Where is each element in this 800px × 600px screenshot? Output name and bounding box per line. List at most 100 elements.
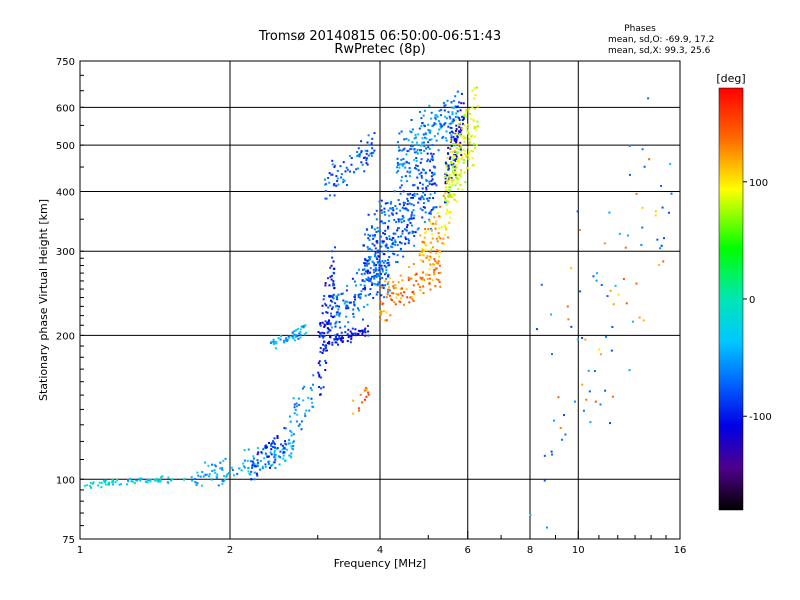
data-point: [299, 336, 302, 339]
data-point: [262, 448, 265, 451]
data-point: [340, 173, 343, 176]
data-point: [402, 190, 405, 193]
data-point: [292, 445, 295, 448]
data-point: [414, 167, 417, 170]
data-point: [367, 293, 370, 296]
data-point: [290, 445, 293, 448]
data-point: [250, 478, 253, 481]
data-point: [340, 331, 343, 334]
data-point: [600, 283, 603, 286]
colorbar-tick-label: 0: [749, 295, 755, 306]
data-point: [476, 125, 479, 128]
data-point: [358, 155, 361, 158]
data-point: [432, 208, 435, 211]
data-point: [373, 149, 376, 152]
data-point: [410, 224, 413, 227]
data-point: [428, 131, 431, 134]
data-point: [618, 232, 621, 235]
data-point: [448, 182, 451, 185]
data-point: [357, 409, 360, 412]
data-point: [422, 169, 425, 172]
data-point: [256, 447, 259, 450]
data-point: [399, 249, 402, 252]
data-point: [421, 183, 424, 186]
data-point: [452, 179, 455, 182]
data-point: [408, 266, 411, 269]
data-point: [412, 284, 415, 287]
data-point: [406, 223, 409, 226]
data-point: [372, 296, 375, 299]
data-point: [669, 162, 672, 165]
data-point: [433, 173, 436, 176]
data-point: [423, 145, 426, 148]
data-point: [460, 153, 463, 156]
data-point: [449, 151, 452, 154]
data-point: [269, 451, 272, 454]
data-point: [323, 325, 326, 328]
data-point: [434, 114, 437, 117]
data-point: [216, 473, 219, 476]
data-point: [345, 307, 348, 310]
data-point: [444, 104, 447, 107]
data-point: [365, 278, 368, 281]
data-point: [626, 234, 629, 237]
data-point: [407, 238, 410, 241]
data-point: [225, 474, 228, 477]
data-point: [399, 209, 402, 212]
data-point: [458, 174, 461, 177]
data-point: [204, 461, 207, 464]
data-point: [662, 237, 665, 240]
data-point: [455, 163, 458, 166]
data-point: [444, 197, 447, 200]
data-point: [91, 482, 94, 485]
data-point: [116, 478, 119, 481]
data-point: [424, 171, 427, 174]
data-point: [379, 205, 382, 208]
data-point: [430, 175, 433, 178]
data-point: [385, 277, 388, 280]
data-point: [392, 237, 395, 240]
data-point: [451, 157, 454, 160]
data-point: [441, 136, 444, 139]
data-point: [342, 161, 345, 164]
data-point: [475, 144, 478, 147]
data-point: [290, 452, 293, 455]
data-point: [335, 295, 338, 298]
data-point: [379, 277, 382, 280]
data-point: [401, 149, 404, 152]
data-point: [459, 141, 462, 144]
data-point: [455, 124, 458, 127]
data-point: [460, 92, 463, 95]
data-point: [196, 471, 199, 474]
data-point: [213, 469, 216, 472]
data-point: [442, 194, 445, 197]
data-point: [451, 121, 454, 124]
data-point: [415, 273, 418, 276]
data-point: [330, 295, 333, 298]
data-point: [464, 150, 467, 153]
data-point: [339, 326, 342, 329]
data-point: [392, 280, 395, 283]
data-point: [264, 444, 267, 447]
data-point: [642, 319, 645, 322]
data-point: [414, 133, 417, 136]
data-point: [392, 285, 395, 288]
data-point: [567, 318, 570, 321]
data-point: [609, 422, 612, 425]
data-point: [204, 473, 207, 476]
data-point: [357, 407, 360, 410]
data-point: [139, 479, 142, 482]
data-point: [368, 247, 371, 250]
data-point: [271, 340, 274, 343]
data-point: [304, 324, 307, 327]
data-point: [367, 334, 370, 337]
data-point: [426, 152, 429, 155]
data-point: [289, 420, 292, 423]
data-point: [324, 359, 327, 362]
data-point: [362, 305, 365, 308]
data-point: [361, 163, 364, 166]
data-point: [324, 346, 327, 349]
data-point: [444, 137, 447, 140]
data-point: [319, 347, 322, 350]
data-point: [421, 137, 424, 140]
